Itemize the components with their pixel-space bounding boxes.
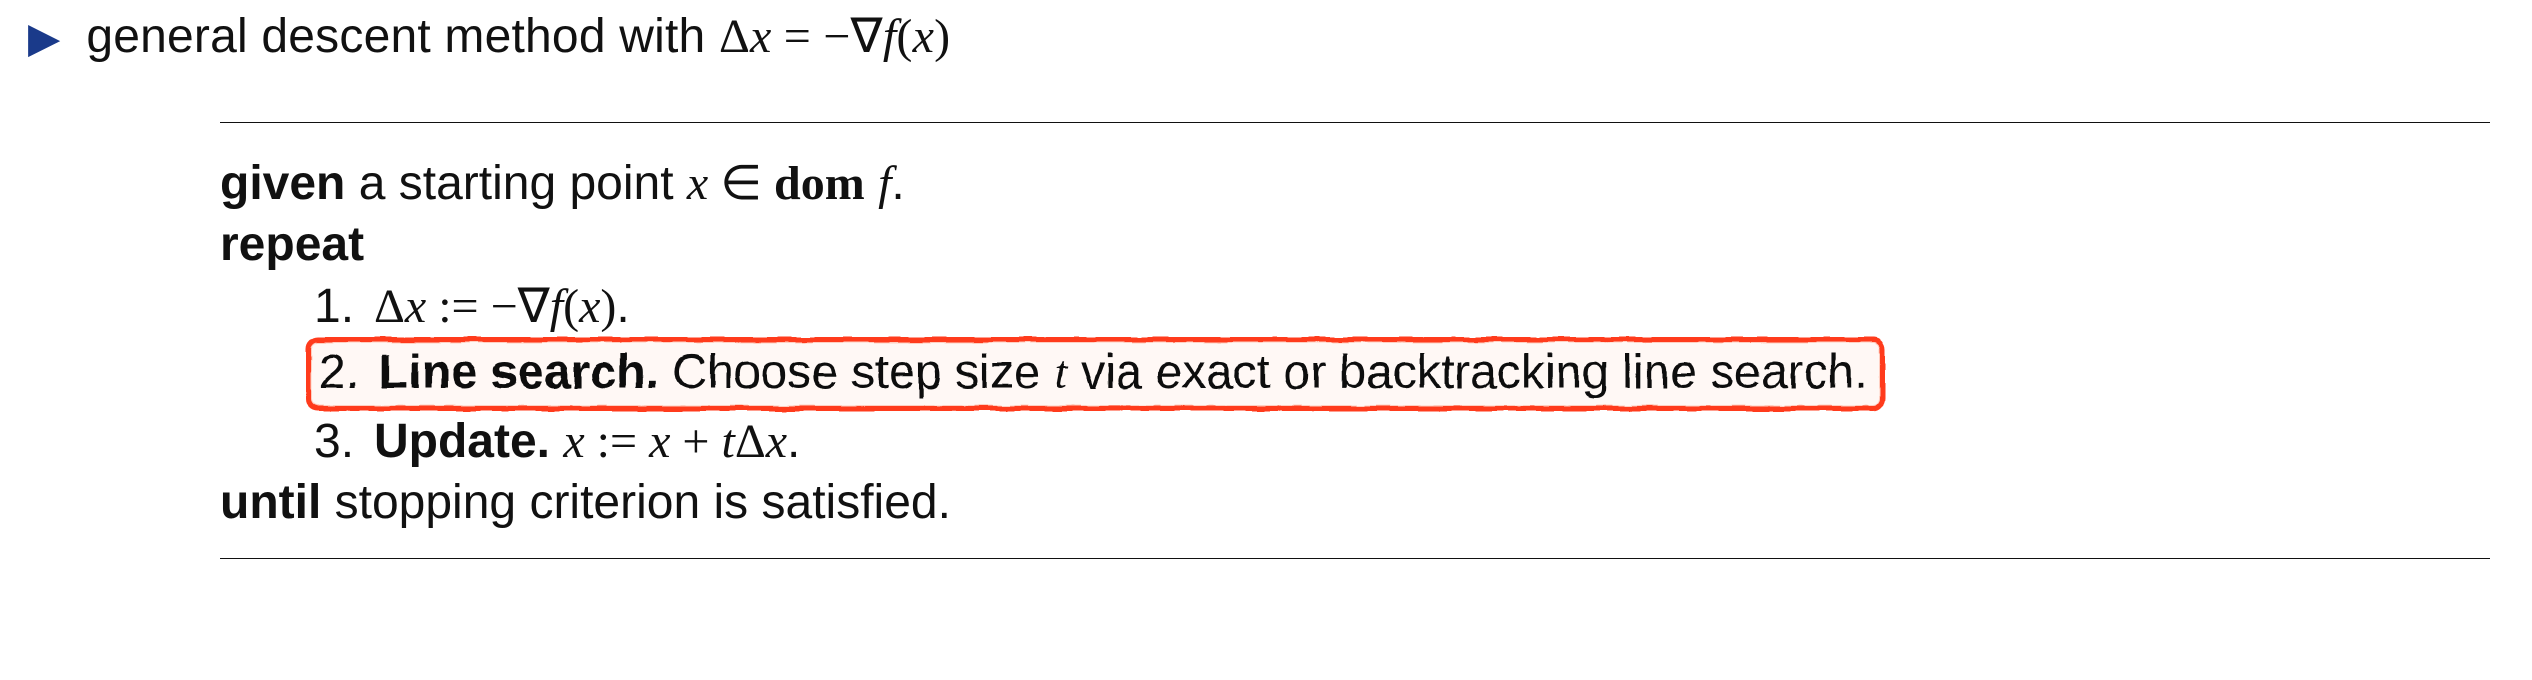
var-t: t <box>1054 346 1067 399</box>
kw-repeat: repeat <box>220 218 364 271</box>
var-f: f <box>883 10 897 63</box>
delta: Δ <box>719 10 750 63</box>
bullet-lead: general descent method with <box>86 10 719 63</box>
delta: Δ <box>735 415 766 468</box>
space <box>865 157 878 210</box>
bullet-triangle-icon: ▶ <box>28 17 60 59</box>
steps: 1. Δx := −∇f(x). 2. Line search. Choose … <box>314 276 2490 472</box>
var-x: x <box>405 280 426 333</box>
space <box>550 415 563 468</box>
delta: Δ <box>374 280 405 333</box>
var-f: f <box>878 157 891 210</box>
until-line: until stopping criterion is satisfied. <box>220 472 2490 533</box>
nabla: ∇ <box>518 280 550 333</box>
var-x: x <box>563 415 584 468</box>
bullet-item: ▶ general descent method with Δx = −∇f(x… <box>0 8 2532 64</box>
rule-bottom <box>220 558 2490 559</box>
kw-given: given <box>220 157 345 210</box>
step-num: 1. <box>314 276 374 337</box>
nabla: ∇ <box>851 10 883 63</box>
minus: − <box>823 10 850 63</box>
plus: + <box>670 415 721 468</box>
paren-close: ) <box>600 280 616 333</box>
slide: ▶ general descent method with Δx = −∇f(x… <box>0 0 2532 680</box>
step-title: Update. <box>374 415 550 468</box>
bullet-text: general descent method with Δx = −∇f(x) <box>86 8 950 64</box>
assign: := <box>585 415 649 468</box>
minus: − <box>491 280 518 333</box>
step-2: 2. Line search. Choose step size t via e… <box>314 337 2490 410</box>
period: . <box>891 157 904 210</box>
var-x: x <box>579 280 600 333</box>
assign: := <box>426 280 490 333</box>
step-num: 2. <box>319 342 379 403</box>
algorithm-block: given a starting point x ∈ dom f. repeat… <box>220 122 2490 559</box>
step-num: 3. <box>314 411 374 472</box>
given-text: a starting point <box>345 157 687 210</box>
var-x: x <box>750 10 772 63</box>
period: . <box>787 415 800 468</box>
repeat-line: repeat <box>220 214 2490 275</box>
algorithm-body: given a starting point x ∈ dom f. repeat… <box>220 123 2490 558</box>
until-text: stopping criterion is satisfied. <box>321 476 951 529</box>
equals: = <box>772 10 824 63</box>
var-f: f <box>550 280 563 333</box>
var-x: x <box>649 415 670 468</box>
step-1: 1. Δx := −∇f(x). <box>314 276 2490 337</box>
step-text: Choose step size <box>659 346 1054 399</box>
var-t: t <box>721 415 734 468</box>
paren-open: ( <box>563 280 579 333</box>
period: . <box>616 280 629 333</box>
elem-of: ∈ <box>708 157 774 210</box>
paren-open: ( <box>896 10 912 63</box>
var-x: x <box>766 415 787 468</box>
highlight-box: 2. Line search. Choose step size t via e… <box>306 337 1885 410</box>
var-x: x <box>687 157 708 210</box>
dom: dom <box>774 157 865 210</box>
var-x: x <box>913 10 935 63</box>
paren-close: ) <box>934 10 950 63</box>
given-line: given a starting point x ∈ dom f. <box>220 153 2490 214</box>
kw-until: until <box>220 476 321 529</box>
step-text: via exact or backtracking line search. <box>1067 346 1867 399</box>
step-title: Line search. <box>379 346 659 399</box>
step-3: 3. Update. x := x + tΔx. <box>314 411 2490 472</box>
